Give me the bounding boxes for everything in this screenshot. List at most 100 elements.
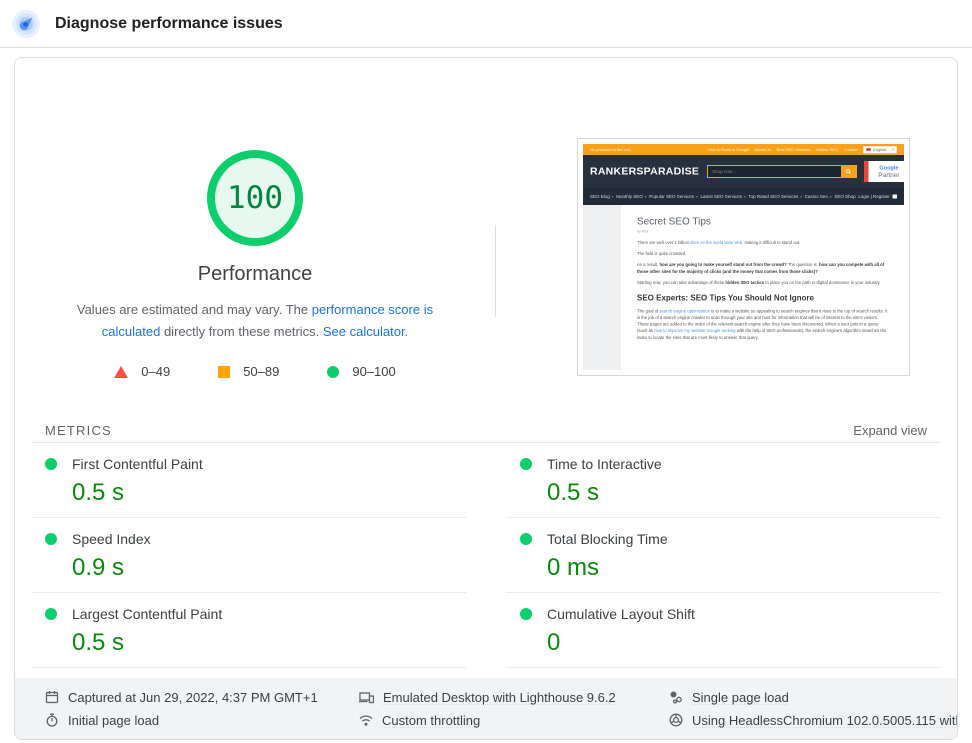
metric-name: Largest Contentful Paint [72,606,223,622]
partner-badge-google: Google [879,164,899,171]
metric-value: 0 ms [547,554,600,581]
thumb-topbar-link: Hidden SEO [816,147,839,152]
partner-badge-stripe [864,161,869,182]
see-calculator-link[interactable]: See calculator [322,324,405,340]
metric-value: 0.9 s [72,554,125,581]
vertical-divider [495,225,496,317]
thumb-topbar-link: Best SEO Services [776,147,811,152]
score-description-text: . [404,324,409,340]
metric-name: Cumulative Layout Shift [547,606,695,622]
google-partner-badge: Google Partner [864,161,904,182]
uk-flag-icon [866,148,872,151]
chrome-icon [669,713,683,727]
page-load-nodes-icon [670,691,682,704]
thumb-text-link: sites on the world wide web [690,240,743,245]
thumb-article-heading2: SEO Experts: SEO Tips You Should Not Ign… [637,293,814,303]
metric-row-speed-index: Speed Index 0.9 s [31,518,466,593]
report-footer: Captured at Jun 29, 2022, 4:37 PM GMT+1 … [15,678,957,739]
pass-dot-icon [45,458,57,470]
thumb-site-header: RANKERSPARADISE Shop now... Google [583,155,904,188]
metric-row-lcp: Largest Contentful Paint 0.5 s [31,593,466,668]
cart-icon [892,194,897,199]
legend-item-fail: 0–49 [114,364,170,379]
search-icon [841,166,857,177]
legend-label: 0–49 [141,364,171,380]
thumb-article-byline: by Rick [637,230,649,234]
thumb-paragraph: The goal of search engine optimization i… [637,308,888,340]
thumb-nav-item: SEO Shop [834,194,856,199]
thumb-search-bar: Shop now... [707,165,858,178]
legend-item-average: 50–89 [218,364,279,379]
thumb-topbar-link: About Us [754,147,772,152]
average-square-icon [218,365,231,378]
metric-value: 0.5 s [72,629,125,656]
thumb-topbar: No products in the cart. How to Rank in … [583,144,904,155]
pass-dot-icon [45,608,57,620]
thumb-left-gutter [583,205,621,370]
pass-circle-icon [327,365,340,378]
score-description: Values are estimated and may vary. The p… [46,299,464,343]
thumb-search-placeholder: Shop now... [712,169,736,174]
performance-gauge-icon [12,9,40,38]
thumb-nav-bar: SEO Blog ▾ Monthly SEO ▾ Popular SEO Servi… [583,188,904,205]
thumb-paragraph: The field is quite crowded. [637,251,687,257]
network-throttle-icon [359,715,373,726]
metric-name: Speed Index [72,531,151,547]
page-title: Diagnose performance issues [55,14,283,32]
footer-emulated-device: Emulated Desktop with Lighthouse 9.6.2 [359,690,669,705]
thumb-nav-item: SEO Blog ▾ [590,194,614,199]
thumb-paragraph: There are well over 1 billion sites on t… [637,240,801,245]
metric-row-tti: Time to Interactive 0.5 s [506,443,941,518]
performance-score-value: 100 [227,180,283,216]
score-description-text: Values are estimated and may vary. The [76,302,312,317]
footer-chromium-version: Using HeadlessChromium 102.0.5005.115 wi… [669,713,957,728]
thumb-topbar-link: Contact [843,147,858,152]
footer-custom-throttling: Custom throttling [359,713,669,728]
thumb-nav-item: Login | Register [858,194,890,199]
thumb-text-link: search engine optimization [659,308,711,314]
performance-score-link[interactable]: performance score is calculated [101,302,434,340]
pass-dot-icon [520,533,532,545]
stopwatch-icon [46,713,58,727]
thumb-text-link: how to improve my website Google ranking [654,328,736,334]
thumb-paragraph: As a result, how are you going to make y… [637,262,885,274]
thumb-topbar-cart-text: No products in the cart. [590,147,632,152]
expand-view-button[interactable]: Expand view [853,422,927,438]
metric-value: 0 [547,629,561,656]
thumb-nav-item: Latest SEO Services ▾ [700,194,746,199]
metric-value: 0.5 s [547,479,600,506]
thumb-nav-item: Monthly SEO ▾ [616,194,647,199]
score-legend: 0–49 50–89 90–100 [114,364,396,379]
score-description-text: directly from these metrics. [160,324,323,340]
performance-score-gauge: 100 [207,150,303,246]
thumb-topbar-link: How to Rank in Google [707,147,750,152]
metric-value: 0.5 s [72,479,125,506]
metric-row-tbt: Total Blocking Time 0 ms [506,518,941,593]
lighthouse-report-card: 100 Performance Values are estimated and… [14,57,958,740]
performance-label: Performance [197,263,313,285]
final-screenshot-thumbnail: No products in the cart. How to Rank in … [577,138,910,376]
metric-name: Time to Interactive [547,456,662,472]
pass-dot-icon [520,458,532,470]
thumb-nav-item: Top Rated SEO Services ▾ [748,194,802,199]
devices-icon [359,692,374,704]
metric-row-cls: Cumulative Layout Shift 0 [506,593,941,668]
thumb-nav-item: Casino Seo ▾ [804,194,832,199]
thumb-article-title: Secret SEO Tips [637,216,711,227]
partner-badge-label: Partner [878,170,900,179]
section-header: Diagnose performance issues [0,0,972,48]
calendar-icon [45,691,59,704]
pass-dot-icon [45,533,57,545]
thumb-article: Secret SEO Tips by Rick There are well o… [621,205,904,341]
metric-name: Total Blocking Time [547,531,668,547]
metric-row-fcp: First Contentful Paint 0.5 s [31,443,466,518]
thumb-page-body: Secret SEO Tips by Rick There are well o… [583,205,904,370]
metrics-section: METRICS Expand view First Contentful Pai… [15,410,957,668]
legend-item-pass: 90–100 [327,364,396,379]
legend-label: 50–89 [243,364,280,380]
pass-dot-icon [520,608,532,620]
footer-captured-at: Captured at Jun 29, 2022, 4:37 PM GMT+1 [45,690,359,705]
thumb-nav-item: Popular SEO Services ▾ [649,194,698,199]
rankersparadise-logo: RANKERSPARADISE [590,165,700,178]
